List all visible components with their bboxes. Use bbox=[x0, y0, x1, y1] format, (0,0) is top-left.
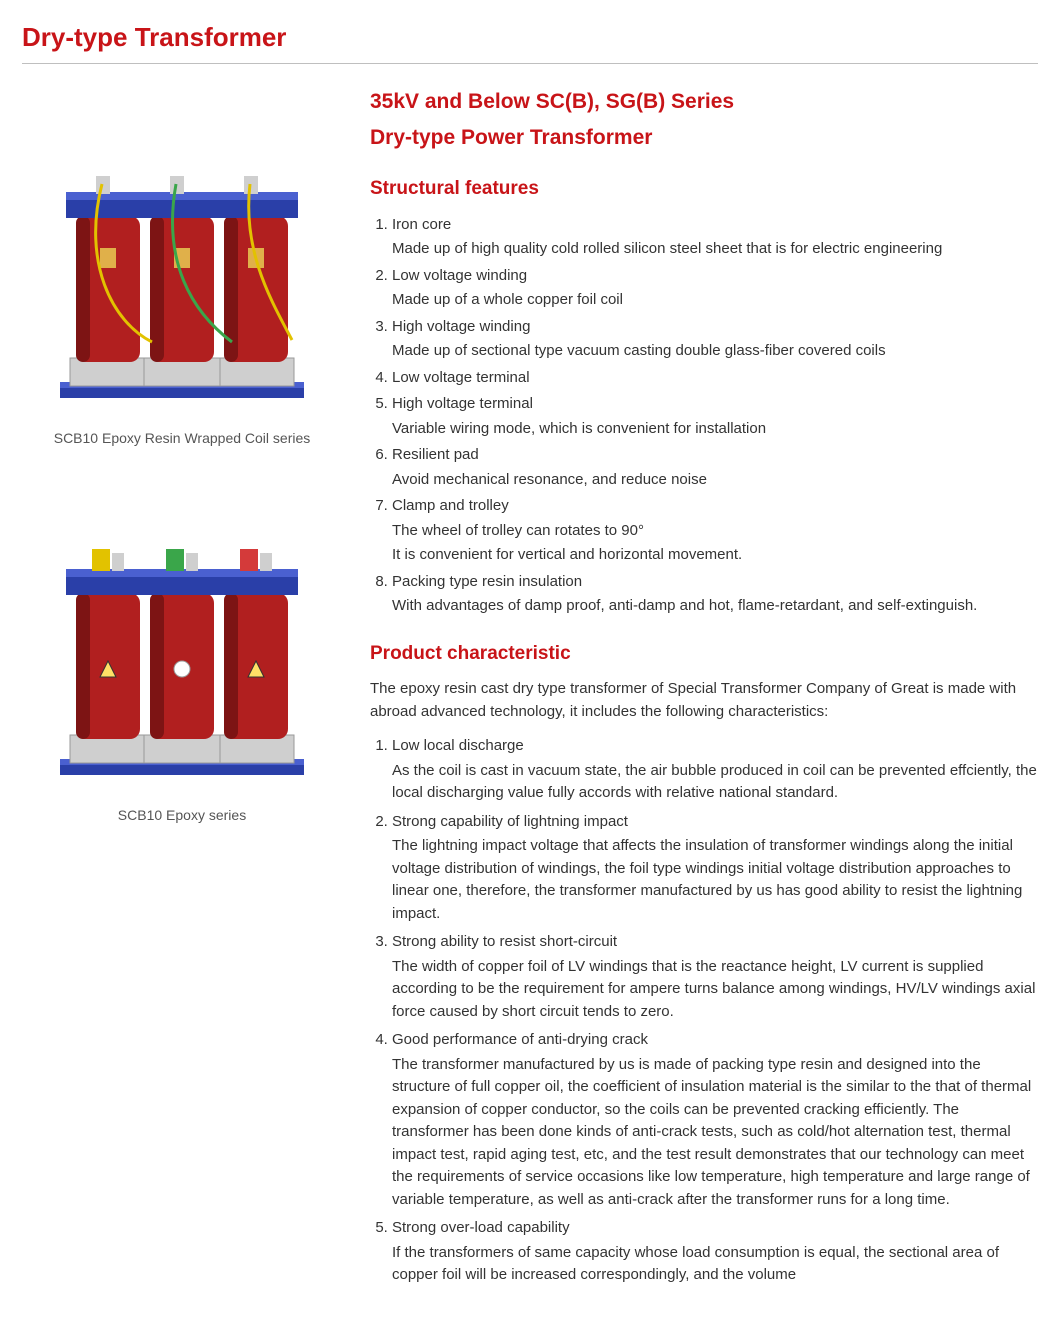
characteristic-item-body: If the transformers of same capacity who… bbox=[392, 1242, 1038, 1287]
structural-item-body: Avoid mechanical resonance, and reduce n… bbox=[392, 469, 1038, 492]
structural-list: Iron coreMade up of high quality cold ro… bbox=[370, 214, 1038, 618]
right-column: 35kV and Below SC(B), SG(B) Series Dry-t… bbox=[370, 86, 1038, 1293]
structural-item-body: The wheel of trolley can rotates to 90° bbox=[392, 520, 1038, 543]
structural-item: Low voltage windingMade up of a whole co… bbox=[392, 265, 1038, 312]
figure-1-caption: SCB10 Epoxy Resin Wrapped Coil series bbox=[42, 428, 322, 449]
characteristic-item: Strong over-load capabilityIf the transf… bbox=[392, 1217, 1038, 1287]
structural-item-body: Made up of a whole copper foil coil bbox=[392, 289, 1038, 312]
characteristic-item: Strong capability of lightning impactThe… bbox=[392, 811, 1038, 926]
characteristic-item-title: Low local discharge bbox=[392, 735, 1038, 758]
characteristic-item-title: Strong capability of lightning impact bbox=[392, 811, 1038, 834]
characteristic-item: Good performance of anti-drying crackThe… bbox=[392, 1029, 1038, 1211]
figure-1: SCB10 Epoxy Resin Wrapped Coil series bbox=[42, 142, 322, 449]
two-column-layout: SCB10 Epoxy Resin Wrapped Coil series bbox=[22, 86, 1038, 1293]
structural-item: Clamp and trolleyThe wheel of trolley ca… bbox=[392, 495, 1038, 567]
structural-item-title: Low voltage terminal bbox=[392, 367, 1038, 390]
product-title-line1: 35kV and Below SC(B), SG(B) Series bbox=[370, 86, 1038, 118]
structural-item-title: Resilient pad bbox=[392, 444, 1038, 467]
structural-item-body: Variable wiring mode, which is convenien… bbox=[392, 418, 1038, 441]
structural-item-title: Iron core bbox=[392, 214, 1038, 237]
structural-item-title: Clamp and trolley bbox=[392, 495, 1038, 518]
characteristic-item-title: Strong ability to resist short-circuit bbox=[392, 931, 1038, 954]
characteristic-item-title: Strong over-load capability bbox=[392, 1217, 1038, 1240]
structural-item: Packing type resin insulationWith advant… bbox=[392, 571, 1038, 618]
structural-item-title: Low voltage winding bbox=[392, 265, 1038, 288]
characteristic-item-body: As the coil is cast in vacuum state, the… bbox=[392, 760, 1038, 805]
structural-item: Low voltage terminal bbox=[392, 367, 1038, 390]
characteristic-item-body: The transformer manufactured by us is ma… bbox=[392, 1054, 1038, 1212]
characteristic-list: Low local dischargeAs the coil is cast i… bbox=[370, 735, 1038, 1287]
page-title: Dry-type Transformer bbox=[22, 18, 1038, 64]
characteristic-item-title: Good performance of anti-drying crack bbox=[392, 1029, 1038, 1052]
left-column: SCB10 Epoxy Resin Wrapped Coil series bbox=[22, 86, 342, 1293]
characteristic-intro: The epoxy resin cast dry type transforme… bbox=[370, 678, 1038, 723]
characteristic-item: Strong ability to resist short-circuitTh… bbox=[392, 931, 1038, 1023]
structural-item: High voltage windingMade up of sectional… bbox=[392, 316, 1038, 363]
characteristic-item-body: The lightning impact voltage that affect… bbox=[392, 835, 1038, 925]
characteristic-heading: Product characteristic bbox=[370, 640, 1038, 669]
structural-heading: Structural features bbox=[370, 175, 1038, 204]
structural-item: High voltage terminalVariable wiring mod… bbox=[392, 393, 1038, 440]
characteristic-item-body: The width of copper foil of LV windings … bbox=[392, 956, 1038, 1024]
structural-item-body: With advantages of damp proof, anti-damp… bbox=[392, 595, 1038, 618]
transformer-illustration-1 bbox=[42, 142, 322, 412]
characteristic-item: Low local dischargeAs the coil is cast i… bbox=[392, 735, 1038, 805]
figure-2-caption: SCB10 Epoxy series bbox=[42, 805, 322, 826]
product-title-line2: Dry-type Power Transformer bbox=[370, 122, 1038, 154]
structural-item-title: Packing type resin insulation bbox=[392, 571, 1038, 594]
structural-item-title: High voltage winding bbox=[392, 316, 1038, 339]
structural-item-body: It is convenient for vertical and horizo… bbox=[392, 544, 1038, 567]
transformer-illustration-2 bbox=[42, 519, 322, 789]
structural-item-body: Made up of sectional type vacuum casting… bbox=[392, 340, 1038, 363]
structural-item-title: High voltage terminal bbox=[392, 393, 1038, 416]
structural-item: Iron coreMade up of high quality cold ro… bbox=[392, 214, 1038, 261]
figure-2: SCB10 Epoxy series bbox=[42, 519, 322, 826]
structural-item-body: Made up of high quality cold rolled sili… bbox=[392, 238, 1038, 261]
structural-item: Resilient padAvoid mechanical resonance,… bbox=[392, 444, 1038, 491]
